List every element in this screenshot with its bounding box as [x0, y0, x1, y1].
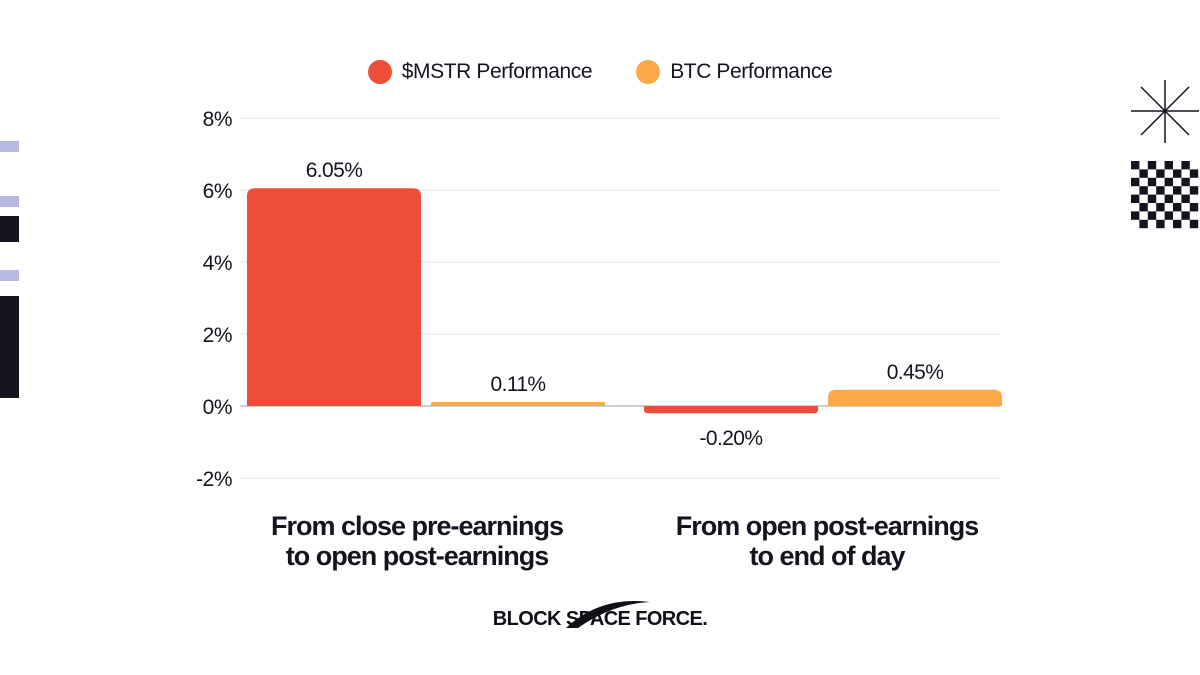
checker-cell — [1181, 194, 1190, 203]
checker-cell — [1139, 219, 1148, 229]
data-label: 0.11% — [491, 373, 546, 396]
checker-cell — [1147, 194, 1157, 203]
y-tick-label: 6% — [203, 180, 232, 203]
bar-btc-2 — [828, 389, 1002, 406]
brand-swoosh-icon — [566, 601, 650, 628]
x-category-label: to end of day — [750, 541, 906, 571]
y-tick-label: 4% — [203, 252, 232, 275]
decor-bar-dark-2 — [0, 296, 19, 398]
bars: 6.05% -0.20% 0.11% 0.45% — [247, 159, 1002, 450]
x-category-label: From close pre-earnings — [271, 511, 563, 541]
decor-bar-light-2 — [0, 196, 19, 207]
checkerboard-icon — [1131, 161, 1199, 229]
y-tick-label: 0% — [203, 396, 232, 419]
legend-item-btc: BTC Performance — [636, 60, 833, 84]
starburst-icon — [1131, 80, 1199, 143]
checker-cell — [1131, 211, 1140, 220]
checker-cell — [1173, 169, 1182, 178]
checker-cell — [1181, 161, 1190, 170]
checker-cell — [1156, 219, 1165, 229]
checker-cell — [1181, 177, 1190, 187]
legend-label-mstr: $MSTR Performance — [401, 60, 593, 83]
decor-bar-dark-1 — [0, 216, 19, 242]
bar-mstr-1 — [247, 188, 421, 406]
brand-name: BLOCK SPACE FORCE. — [492, 608, 708, 630]
data-label: 6.05% — [306, 159, 363, 182]
bar-mstr-2 — [644, 406, 818, 414]
legend: $MSTR Performance BTC Performance — [0, 60, 1200, 84]
checker-cell — [1164, 177, 1173, 187]
brand-logo: BLOCK SPACE FORCE. — [0, 608, 1200, 631]
legend-label-btc: BTC Performance — [670, 60, 833, 83]
checker-cell — [1173, 219, 1182, 229]
checker-cell — [1189, 169, 1199, 178]
x-category-label: From open post-earnings — [676, 511, 979, 541]
left-decoration — [0, 141, 19, 398]
decor-bar-light-1 — [0, 141, 19, 152]
data-label: 0.45% — [887, 361, 944, 384]
data-label: -0.20% — [700, 427, 763, 450]
checker-cell — [1164, 194, 1173, 203]
checker-cell — [1131, 194, 1140, 203]
checker-cell — [1164, 161, 1173, 170]
checker-cell — [1156, 186, 1165, 195]
checker-cell — [1181, 211, 1190, 220]
legend-item-mstr: $MSTR Performance — [367, 60, 593, 84]
checker-cell — [1147, 177, 1157, 187]
decor-bar-light-3 — [0, 270, 19, 281]
legend-swatch-btc — [636, 60, 661, 84]
legend-swatch-mstr — [367, 60, 392, 84]
bar-btc-1 — [431, 402, 605, 406]
checker-cell — [1139, 186, 1148, 195]
checker-cell — [1189, 203, 1199, 212]
checker-cell — [1131, 161, 1140, 170]
checker-cell — [1173, 203, 1182, 212]
y-tick-label: 2% — [203, 324, 232, 347]
y-axis: 8% 6% 4% 2% 0% -2% — [196, 108, 232, 491]
checker-cell — [1189, 186, 1199, 195]
checker-cell — [1139, 203, 1148, 212]
y-tick-label: 8% — [203, 108, 232, 131]
checker-cell — [1173, 186, 1182, 195]
checker-cell — [1156, 169, 1165, 178]
y-tick-label: -2% — [196, 468, 232, 491]
checker-cell — [1131, 177, 1140, 187]
checker-cell — [1139, 169, 1148, 178]
checker-cell — [1147, 161, 1157, 170]
checker-cell — [1189, 219, 1199, 229]
checker-cell — [1147, 211, 1157, 220]
checker-cell — [1156, 203, 1165, 212]
x-category-label: to open post-earnings — [286, 541, 549, 571]
checker-cell — [1164, 211, 1173, 220]
